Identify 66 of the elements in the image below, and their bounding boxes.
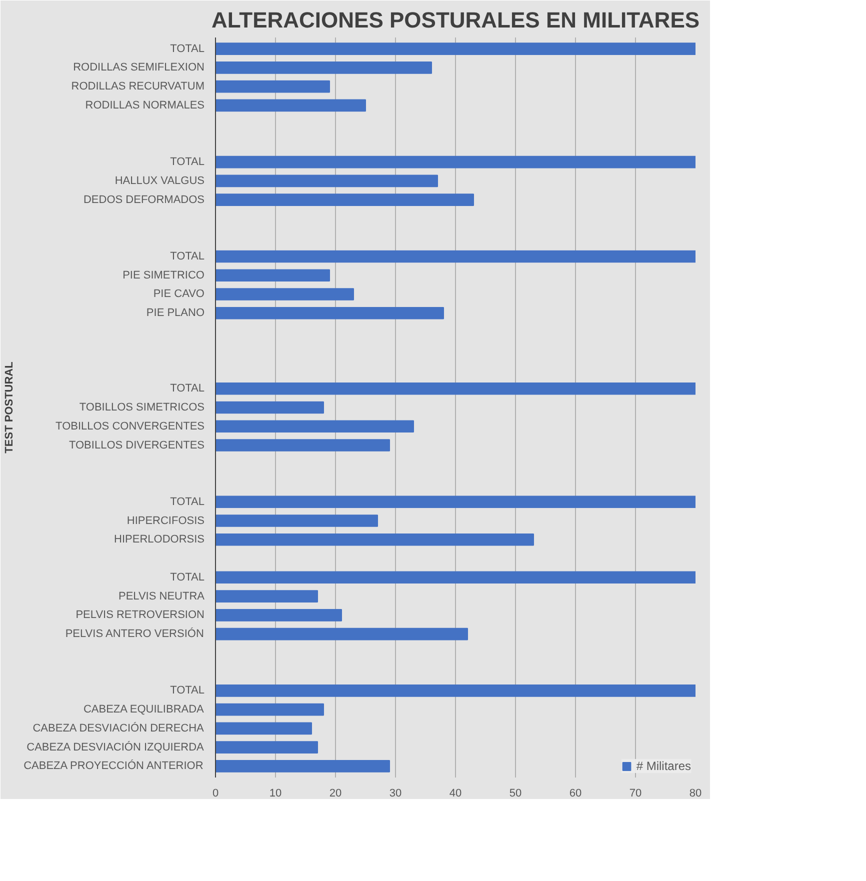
- y-tick-label: TOTAL: [170, 250, 205, 262]
- y-tick-label: RODILLAS SEMIFLEXION: [73, 62, 205, 74]
- y-tick-label: CABEZA EQUILIBRADA: [83, 704, 205, 716]
- bar: [216, 306, 444, 320]
- y-tick-label: PELVIS NEUTRA: [118, 590, 206, 602]
- bar: [216, 703, 324, 716]
- bar: [216, 250, 696, 263]
- bar: [216, 722, 312, 735]
- bar: [216, 401, 324, 414]
- bar: [216, 608, 342, 622]
- y-tick-label: TOBILLOS DIVERGENTES: [69, 439, 205, 452]
- bar: [216, 684, 696, 697]
- bar: [216, 571, 696, 584]
- bar: [216, 590, 318, 602]
- y-tick-label: TOTAL: [170, 156, 205, 168]
- y-tick-label: RODILLAS RECURVATUM: [71, 80, 205, 93]
- y-tick-label: CABEZA DESVIACIÓN DERECHA: [32, 721, 205, 734]
- bar: [216, 174, 438, 188]
- y-tick-label: HIPERCIFOSIS: [126, 514, 204, 527]
- y-tick-label: TOTAL: [170, 571, 205, 584]
- bar: [216, 741, 318, 754]
- x-tick-label: 70: [629, 788, 642, 800]
- y-tick-label: TOTAL: [170, 496, 205, 508]
- legend-label: # Militares: [636, 759, 691, 773]
- bar: [216, 99, 366, 112]
- y-axis-title: TEST POSTURAL: [4, 361, 16, 454]
- y-tick-label: PIE CAVO: [153, 288, 205, 300]
- y-tick-label: PIE PLANO: [146, 307, 205, 320]
- bar: [216, 760, 390, 772]
- bar: [216, 62, 432, 74]
- y-tick-label: HALLUX VALGUS: [114, 174, 205, 187]
- bar: [216, 42, 696, 55]
- y-tick-label: TOBILLOS CONVERGENTES: [56, 420, 205, 432]
- x-tick-label: 40: [449, 788, 462, 800]
- bar: [216, 194, 474, 206]
- y-tick-label: DEDOS DEFORMADOS: [83, 194, 205, 206]
- bar: [216, 80, 330, 93]
- y-tick-label: HIPERLODORSIS: [114, 534, 205, 546]
- bar: [216, 156, 696, 168]
- chart-title: ALTERACIONES POSTURALES EN MILITARES: [211, 8, 700, 32]
- y-tick-label: RODILLAS NORMALES: [85, 99, 204, 112]
- y-tick-label: PIE SIMETRICO: [122, 269, 205, 282]
- bar: [216, 420, 414, 433]
- y-tick-label: CABEZA PROYECCIÓN ANTERIOR: [24, 759, 204, 772]
- y-tick-label: CABEZA DESVIACIÓN IZQUIERDA: [26, 740, 205, 754]
- x-tick-label: 80: [689, 788, 702, 800]
- bar: [216, 269, 330, 282]
- x-tick-label: 10: [269, 788, 282, 800]
- bar: [216, 439, 390, 452]
- bar: [216, 382, 696, 395]
- y-tick-label: PELVIS RETROVERSION: [76, 609, 205, 622]
- x-tick-label: 20: [329, 788, 342, 800]
- bar: [216, 628, 468, 640]
- bar: [216, 533, 534, 546]
- y-tick-label: PELVIS ANTERO VERSIÓN: [65, 627, 204, 640]
- x-tick-label: 0: [212, 788, 219, 800]
- y-tick-label: TOBILLOS SIMETRICOS: [79, 402, 205, 414]
- x-tick-label: 50: [509, 788, 522, 800]
- bar: [216, 496, 696, 508]
- bar: [216, 514, 378, 527]
- y-tick-label: TOTAL: [170, 382, 205, 395]
- bar: [216, 288, 354, 300]
- x-tick-label: 60: [569, 788, 582, 800]
- x-tick-label: 30: [389, 788, 402, 800]
- y-tick-label: TOTAL: [170, 684, 205, 697]
- y-tick-label: TOTAL: [170, 42, 205, 55]
